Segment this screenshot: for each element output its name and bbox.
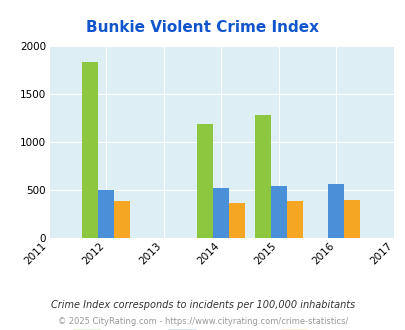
Legend: Bunkie, Louisiana, National: Bunkie, Louisiana, National	[66, 324, 375, 330]
Bar	[229, 203, 245, 238]
Bar	[254, 115, 270, 238]
Text: Bunkie Violent Crime Index: Bunkie Violent Crime Index	[86, 20, 319, 35]
Text: Crime Index corresponds to incidents per 100,000 inhabitants: Crime Index corresponds to incidents per…	[51, 300, 354, 310]
Bar	[343, 200, 360, 238]
Bar	[196, 124, 213, 238]
Bar	[270, 186, 286, 238]
Bar	[82, 62, 98, 238]
Bar	[328, 184, 343, 238]
Text: © 2025 CityRating.com - https://www.cityrating.com/crime-statistics/: © 2025 CityRating.com - https://www.city…	[58, 317, 347, 326]
Bar	[98, 190, 114, 238]
Bar	[114, 201, 130, 238]
Bar	[213, 188, 229, 238]
Bar	[286, 201, 302, 238]
